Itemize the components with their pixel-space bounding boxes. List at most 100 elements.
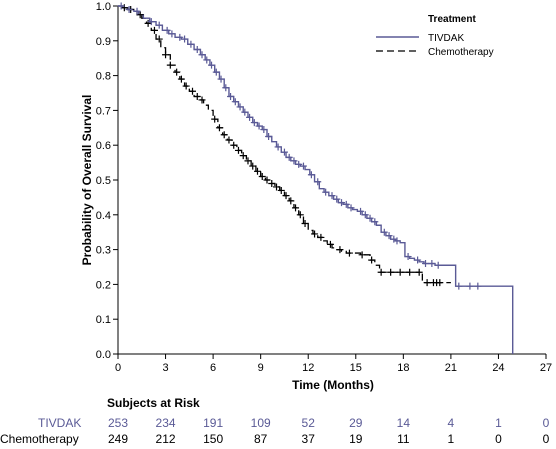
censor-mark-chemotherapy [423, 279, 431, 287]
x-tick-label: 12 [302, 362, 314, 374]
risk-table-title: Subjects at Risk [107, 396, 200, 410]
censor-mark-chemotherapy [249, 162, 257, 170]
censor-mark-tivdak [295, 160, 303, 168]
censor-mark-chemotherapy [273, 183, 281, 191]
censor-mark-tivdak [176, 33, 184, 41]
censor-mark-chemotherapy [287, 197, 295, 205]
y-tick-label: 0.5 [96, 175, 111, 187]
x-tick-label: 0 [115, 362, 121, 374]
y-tick-label: 0.4 [96, 210, 111, 222]
x-ticks: 0 3 6 9 12 15 18 21 24 27 [115, 354, 552, 374]
censor-mark-chemotherapy [173, 68, 181, 76]
risk-count: 1 [495, 416, 502, 430]
censor-mark-chemotherapy [244, 157, 252, 165]
censor-mark-tivdak [455, 282, 463, 290]
y-tick-label: 0.1 [96, 314, 111, 326]
censor-mark-tivdak [428, 260, 436, 268]
censor-mark-tivdak [361, 211, 369, 219]
risk-count: 234 [156, 416, 176, 430]
y-tick-label: 0.8 [96, 71, 111, 83]
risk-row-label-chemotherapy: Chemotherapy [0, 432, 79, 446]
risk-count: 0 [495, 432, 502, 446]
y-tick-label: 0.0 [96, 349, 111, 361]
censor-mark-tivdak [285, 153, 293, 161]
censor-mark-tivdak [250, 119, 258, 127]
censor-mark-tivdak [163, 26, 171, 34]
legend: Treatment TIVDAK Chemotherapy [376, 14, 494, 58]
censor-mark-chemotherapy [263, 176, 271, 184]
censor-mark-chemotherapy [239, 152, 247, 160]
censor-mark-chemotherapy [415, 268, 423, 276]
risk-count: 14 [397, 416, 411, 430]
censor-mark-chemotherapy [311, 230, 319, 238]
censor-mark-tivdak [380, 228, 388, 236]
y-axis-title: Probability of Overall Survival [80, 95, 94, 266]
censor-mark-tivdak [274, 143, 282, 151]
censor-mark-chemotherapy [406, 268, 414, 276]
censor-mark-tivdak [208, 61, 216, 69]
censor-mark-chemotherapy [150, 26, 158, 34]
series-line-chemotherapy [118, 5, 451, 284]
risk-count: 0 [543, 416, 550, 430]
censor-mark-chemotherapy [230, 141, 238, 149]
legend-title: Treatment [428, 14, 476, 25]
risk-count: 29 [349, 416, 363, 430]
x-tick-label: 27 [540, 362, 552, 374]
censor-mark-chemotherapy [220, 131, 228, 139]
censor-mark-tivdak [290, 157, 298, 165]
risk-count: 150 [203, 432, 223, 446]
risk-count: 1 [448, 432, 455, 446]
censor-mark-chemotherapy [345, 249, 353, 257]
censor-mark-tivdak [198, 51, 206, 59]
censor-mark-tivdak [155, 21, 163, 29]
series-layer [118, 5, 514, 354]
censor-mark-chemotherapy [277, 186, 285, 194]
y-ticks: 0.0 0.1 0.2 0.3 0.4 0.5 0.6 0.7 0.8 0.9 1.0 [96, 1, 118, 361]
risk-count: 37 [302, 432, 316, 446]
axes [117, 6, 546, 355]
censor-mark-chemotherapy [301, 220, 309, 227]
risk-count: 11 [397, 432, 410, 446]
risk-count: 212 [156, 432, 176, 446]
x-tick-label: 24 [492, 362, 504, 374]
censor-mark-chemotherapy [162, 51, 170, 59]
risk-count: 249 [108, 432, 128, 446]
censor-mark-tivdak [314, 178, 322, 186]
censor-mark-chemotherapy [436, 279, 444, 287]
censor-mark-chemotherapy [387, 268, 395, 276]
censor-mark-tivdak [333, 195, 341, 203]
censor-mark-chemotherapy [253, 167, 261, 175]
censor-mark-tivdak [393, 237, 401, 245]
censor-mark-tivdak [187, 40, 195, 48]
censor-mark-chemotherapy [282, 192, 290, 200]
x-axis-title: Time (Months) [292, 378, 374, 392]
censor-mark-tivdak [265, 133, 273, 140]
risk-count: 52 [302, 416, 316, 430]
censor-mark-tivdak [203, 56, 211, 64]
censor-mark-chemotherapy [326, 240, 334, 248]
censor-mark-tivdak [236, 103, 244, 111]
x-tick-label: 15 [350, 362, 362, 374]
y-tick-label: 0.9 [96, 36, 111, 48]
censor-mark-chemotherapy [215, 124, 223, 132]
risk-count: 87 [254, 432, 268, 446]
censor-mark-tivdak [241, 108, 249, 116]
censor-mark-tivdak [255, 122, 263, 130]
risk-count: 19 [349, 432, 363, 446]
risk-count: 0 [543, 432, 550, 446]
x-tick-label: 3 [162, 362, 168, 374]
censor-mark-tivdak [246, 113, 254, 121]
x-tick-label: 9 [258, 362, 264, 374]
risk-count: 109 [251, 416, 271, 430]
censor-mark-chemotherapy [396, 268, 404, 276]
censor-mark-tivdak [307, 171, 315, 179]
risk-count: 4 [448, 416, 455, 430]
censor-mark-chemotherapy [268, 179, 276, 187]
censor-mark-chemotherapy [234, 146, 242, 154]
censor-mark-tivdak [117, 2, 125, 10]
censor-mark-chemotherapy [317, 233, 325, 241]
censor-mark-chemotherapy [155, 35, 163, 43]
censor-mark-tivdak [212, 68, 220, 76]
censor-mark-tivdak [366, 214, 374, 222]
